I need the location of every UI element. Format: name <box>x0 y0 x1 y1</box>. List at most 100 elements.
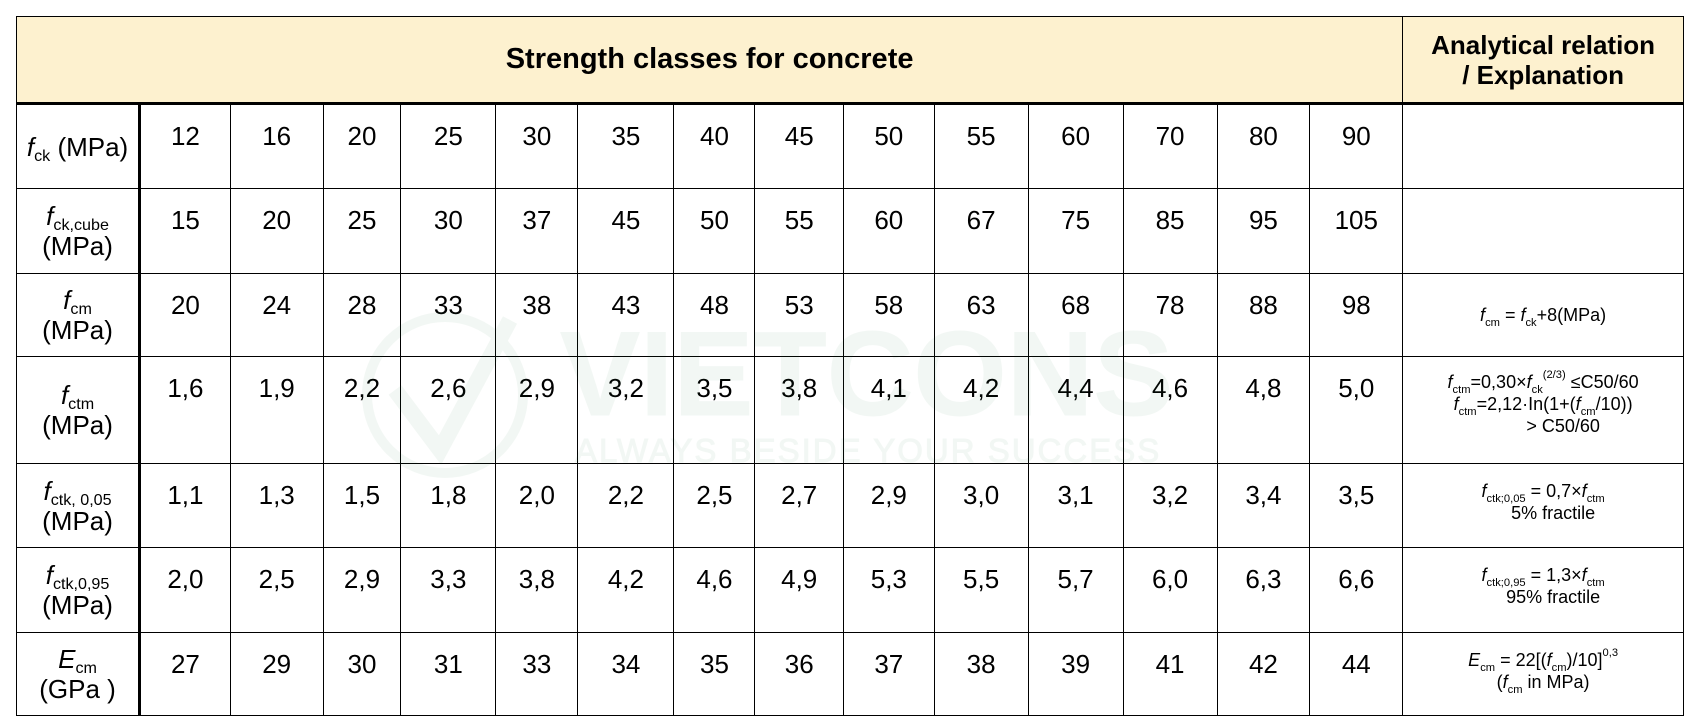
value-cell: 28 <box>322 272 402 357</box>
ex-text: = <box>1499 304 1521 325</box>
value-cell: 6,3 <box>1216 547 1311 633</box>
value-cell: 3,4 <box>1216 463 1311 549</box>
value-cell: 5,5 <box>933 547 1029 633</box>
value-cell: 6,0 <box>1122 547 1218 633</box>
value-cell: 80 <box>1216 102 1311 190</box>
ex-subscript: cm <box>1580 405 1596 418</box>
value-cell: 1,1 <box>139 463 231 549</box>
ex-superscript: (2/3) <box>1542 368 1566 381</box>
value-cell: 38 <box>495 272 579 357</box>
row-fctm: fctm (MPa) 1,6 1,9 2,2 2,6 2,9 3,2 3,5 3,8 4,1 4,2… <box>15 355 1684 465</box>
ex-symbol: f <box>1480 304 1486 325</box>
ex-symbol: f <box>1453 393 1459 414</box>
symbol: f <box>46 201 54 232</box>
row-label: fcm (MPa) <box>15 272 142 357</box>
ex-line: > C50/60 <box>1526 415 1600 436</box>
value-cell: 50 <box>842 102 935 190</box>
value-cell: 3,5 <box>1309 463 1404 549</box>
value-cell: 45 <box>754 102 844 190</box>
explanation-header-line1: Analytical relation <box>1431 29 1656 60</box>
value-cell: 1,3 <box>229 463 324 549</box>
value-cell: 36 <box>754 631 844 716</box>
ex-line: Ecm = 22[(fcm)/10]0,3 <box>1403 647 1683 674</box>
value-cell: 4,1 <box>842 355 935 465</box>
ex-text: = 0,7× <box>1525 481 1582 502</box>
value-cell: 2,9 <box>842 463 935 549</box>
value-cell: 35 <box>577 102 675 190</box>
ex-symbol: f <box>1575 393 1581 414</box>
value-cell: 43 <box>577 272 675 357</box>
value-cell: 48 <box>673 272 756 357</box>
row-fctk-005: fctk, 0,05 (MPa) 1,1 1,3 1,5 1,8 2,0 2,2 2,5 2,7… <box>15 463 1684 549</box>
value-cell: 45 <box>577 188 675 274</box>
ex-subscript: ctk;0,95 <box>1486 577 1526 590</box>
value-cell: 78 <box>1122 272 1218 357</box>
value-cell: 6,6 <box>1309 547 1404 633</box>
ex-text: =0,30× <box>1470 371 1527 392</box>
ex-text: = 1,3× <box>1525 565 1582 586</box>
value-cell: 50 <box>673 188 756 274</box>
ex-symbol: f <box>1502 671 1508 692</box>
table-title: Strength classes for concrete <box>15 16 1404 105</box>
value-cell: 2,7 <box>754 463 844 549</box>
value-cell: 2,2 <box>322 355 402 465</box>
value-cell: 3,2 <box>577 355 675 465</box>
ex-subscript: ctk;0,05 <box>1486 493 1526 506</box>
row-fck: fck (MPa) 12 16 20 25 30 35 40 45 50 55 60 70 80 90 <box>15 102 1684 190</box>
symbol: f <box>60 380 69 410</box>
value-cell: 3,1 <box>1027 463 1124 549</box>
value-cell: 4,4 <box>1027 355 1124 465</box>
value-cell: 75 <box>1027 188 1124 274</box>
row-fctk-095: fctk,0,95 (MPa) 2,0 2,5 2,9 3,3 3,8 4,2 4,6 4,9 5… <box>15 547 1684 633</box>
explanation-cell <box>1402 188 1684 274</box>
value-cell: 2,0 <box>495 463 579 549</box>
value-cell: 2,6 <box>400 355 497 465</box>
value-cell: 33 <box>495 631 579 716</box>
explanation-cell <box>1402 102 1684 190</box>
value-cell: 4,6 <box>673 547 756 633</box>
value-cell: 85 <box>1122 188 1218 274</box>
value-cell: 29 <box>229 631 324 716</box>
unit: (MPa) <box>42 314 113 345</box>
unit: (MPa) <box>57 131 129 162</box>
value-cell: 88 <box>1216 272 1311 357</box>
ex-text: = 22[( <box>1495 649 1547 670</box>
ex-text: +8(MPa) <box>1536 304 1607 325</box>
value-cell: 31 <box>400 631 497 716</box>
value-cell: 2,5 <box>229 547 324 633</box>
unit: (GPa ) <box>39 673 116 704</box>
value-cell: 3,5 <box>673 355 756 465</box>
row-label: fctk, 0,05 (MPa) <box>15 463 142 549</box>
ex-subscript: ck <box>1531 383 1543 396</box>
value-cell: 55 <box>754 188 844 274</box>
value-cell: 41 <box>1122 631 1218 716</box>
value-cell: 39 <box>1027 631 1124 716</box>
value-cell: 68 <box>1027 272 1124 357</box>
value-cell: 5,7 <box>1027 547 1124 633</box>
unit: (MPa) <box>42 590 113 620</box>
row-label: Ecm (GPa ) <box>15 631 142 716</box>
value-cell: 90 <box>1309 102 1404 190</box>
symbol: f <box>45 560 53 590</box>
explanation-header-line2: / Explanation <box>1462 59 1624 90</box>
ex-subscript: cm <box>1507 683 1523 696</box>
value-cell: 2,9 <box>495 355 579 465</box>
value-cell: 30 <box>322 631 402 716</box>
value-cell: 4,8 <box>1216 355 1311 465</box>
value-cell: 20 <box>322 102 402 190</box>
ex-symbol: f <box>1481 565 1487 586</box>
ex-symbol: f <box>1481 481 1487 502</box>
unit: (MPa) <box>42 231 113 262</box>
value-cell: 4,6 <box>1122 355 1218 465</box>
value-cell: 40 <box>673 102 756 190</box>
ex-subscript: cm <box>1551 661 1567 674</box>
value-cell: 70 <box>1122 102 1218 190</box>
value-cell: 98 <box>1309 272 1404 357</box>
value-cell: 3,0 <box>933 463 1029 549</box>
ex-subscript: ctm <box>1452 383 1471 396</box>
value-cell: 3,8 <box>495 547 579 633</box>
value-cell: 60 <box>1027 102 1124 190</box>
ex-symbol: f <box>1526 371 1532 392</box>
value-cell: 2,0 <box>139 547 231 633</box>
value-cell: 15 <box>139 188 231 274</box>
